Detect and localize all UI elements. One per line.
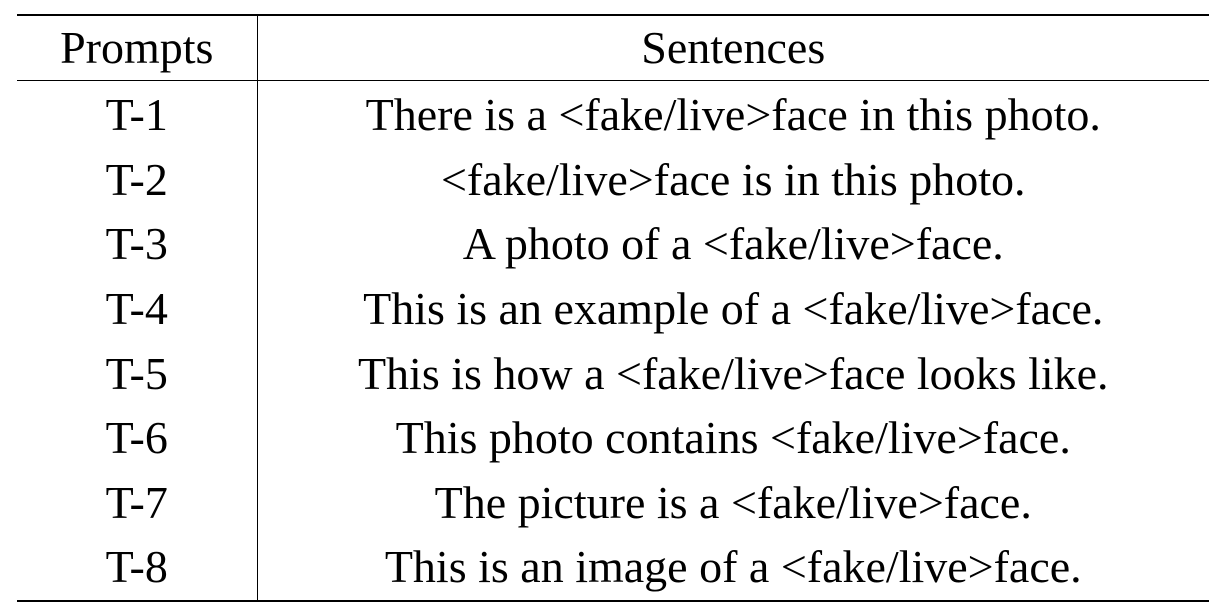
header-sentences: Sentences — [641, 22, 826, 73]
prompt-cell: T-8 — [17, 535, 258, 601]
sentence-cell: <fake/live>face is in this photo. — [440, 153, 1026, 205]
table-row: T-1 There is a <fake/live>face in this p… — [17, 80, 1209, 148]
sentence-cell: This is how a <fake/live>face looks like… — [357, 347, 1109, 399]
sentence-cell: This is an image of a <fake/live>face. — [384, 541, 1082, 593]
sentence-cell: This photo contains <fake/live>face. — [395, 412, 1071, 464]
sentence-cell: This is an example of a <fake/live>face. — [363, 283, 1104, 335]
prompt-cell: T-4 — [17, 276, 258, 342]
header-prompts: Prompts — [17, 15, 258, 81]
header-row: Prompts Sentences — [17, 15, 1209, 81]
table-row: T-6 This photo contains <fake/live>face. — [17, 405, 1209, 471]
prompt-cell: T-3 — [17, 212, 258, 277]
prompt-cell: T-2 — [17, 147, 258, 213]
sentence-cell: There is a <fake/live>face in this photo… — [365, 89, 1101, 141]
table-row: T-8 This is an image of a <fake/live>fac… — [17, 535, 1209, 601]
prompt-table-container: Prompts Sentences T-1 There is a <fake/l… — [17, 14, 1209, 602]
sentence-cell: A photo of a <fake/live>face. — [462, 218, 1004, 270]
table-header: Prompts Sentences — [17, 15, 1209, 81]
prompt-cell: T-1 — [17, 80, 258, 148]
prompt-table: Prompts Sentences T-1 There is a <fake/l… — [17, 14, 1209, 602]
prompt-cell: T-6 — [17, 405, 258, 471]
table-row: T-5 This is how a <fake/live>face looks … — [17, 341, 1209, 406]
table-body: T-1 There is a <fake/live>face in this p… — [17, 80, 1209, 601]
sentence-cell: The picture is a <fake/live>face. — [434, 476, 1032, 528]
prompt-cell: T-5 — [17, 341, 258, 406]
prompt-cell: T-7 — [17, 470, 258, 536]
table-row: T-7 The picture is a <fake/live>face. — [17, 470, 1209, 536]
table-row: T-3 A photo of a <fake/live>face. — [17, 212, 1209, 277]
table-row: T-4 This is an example of a <fake/live>f… — [17, 276, 1209, 342]
table-row: T-2 <fake/live>face is in this photo. — [17, 147, 1209, 213]
